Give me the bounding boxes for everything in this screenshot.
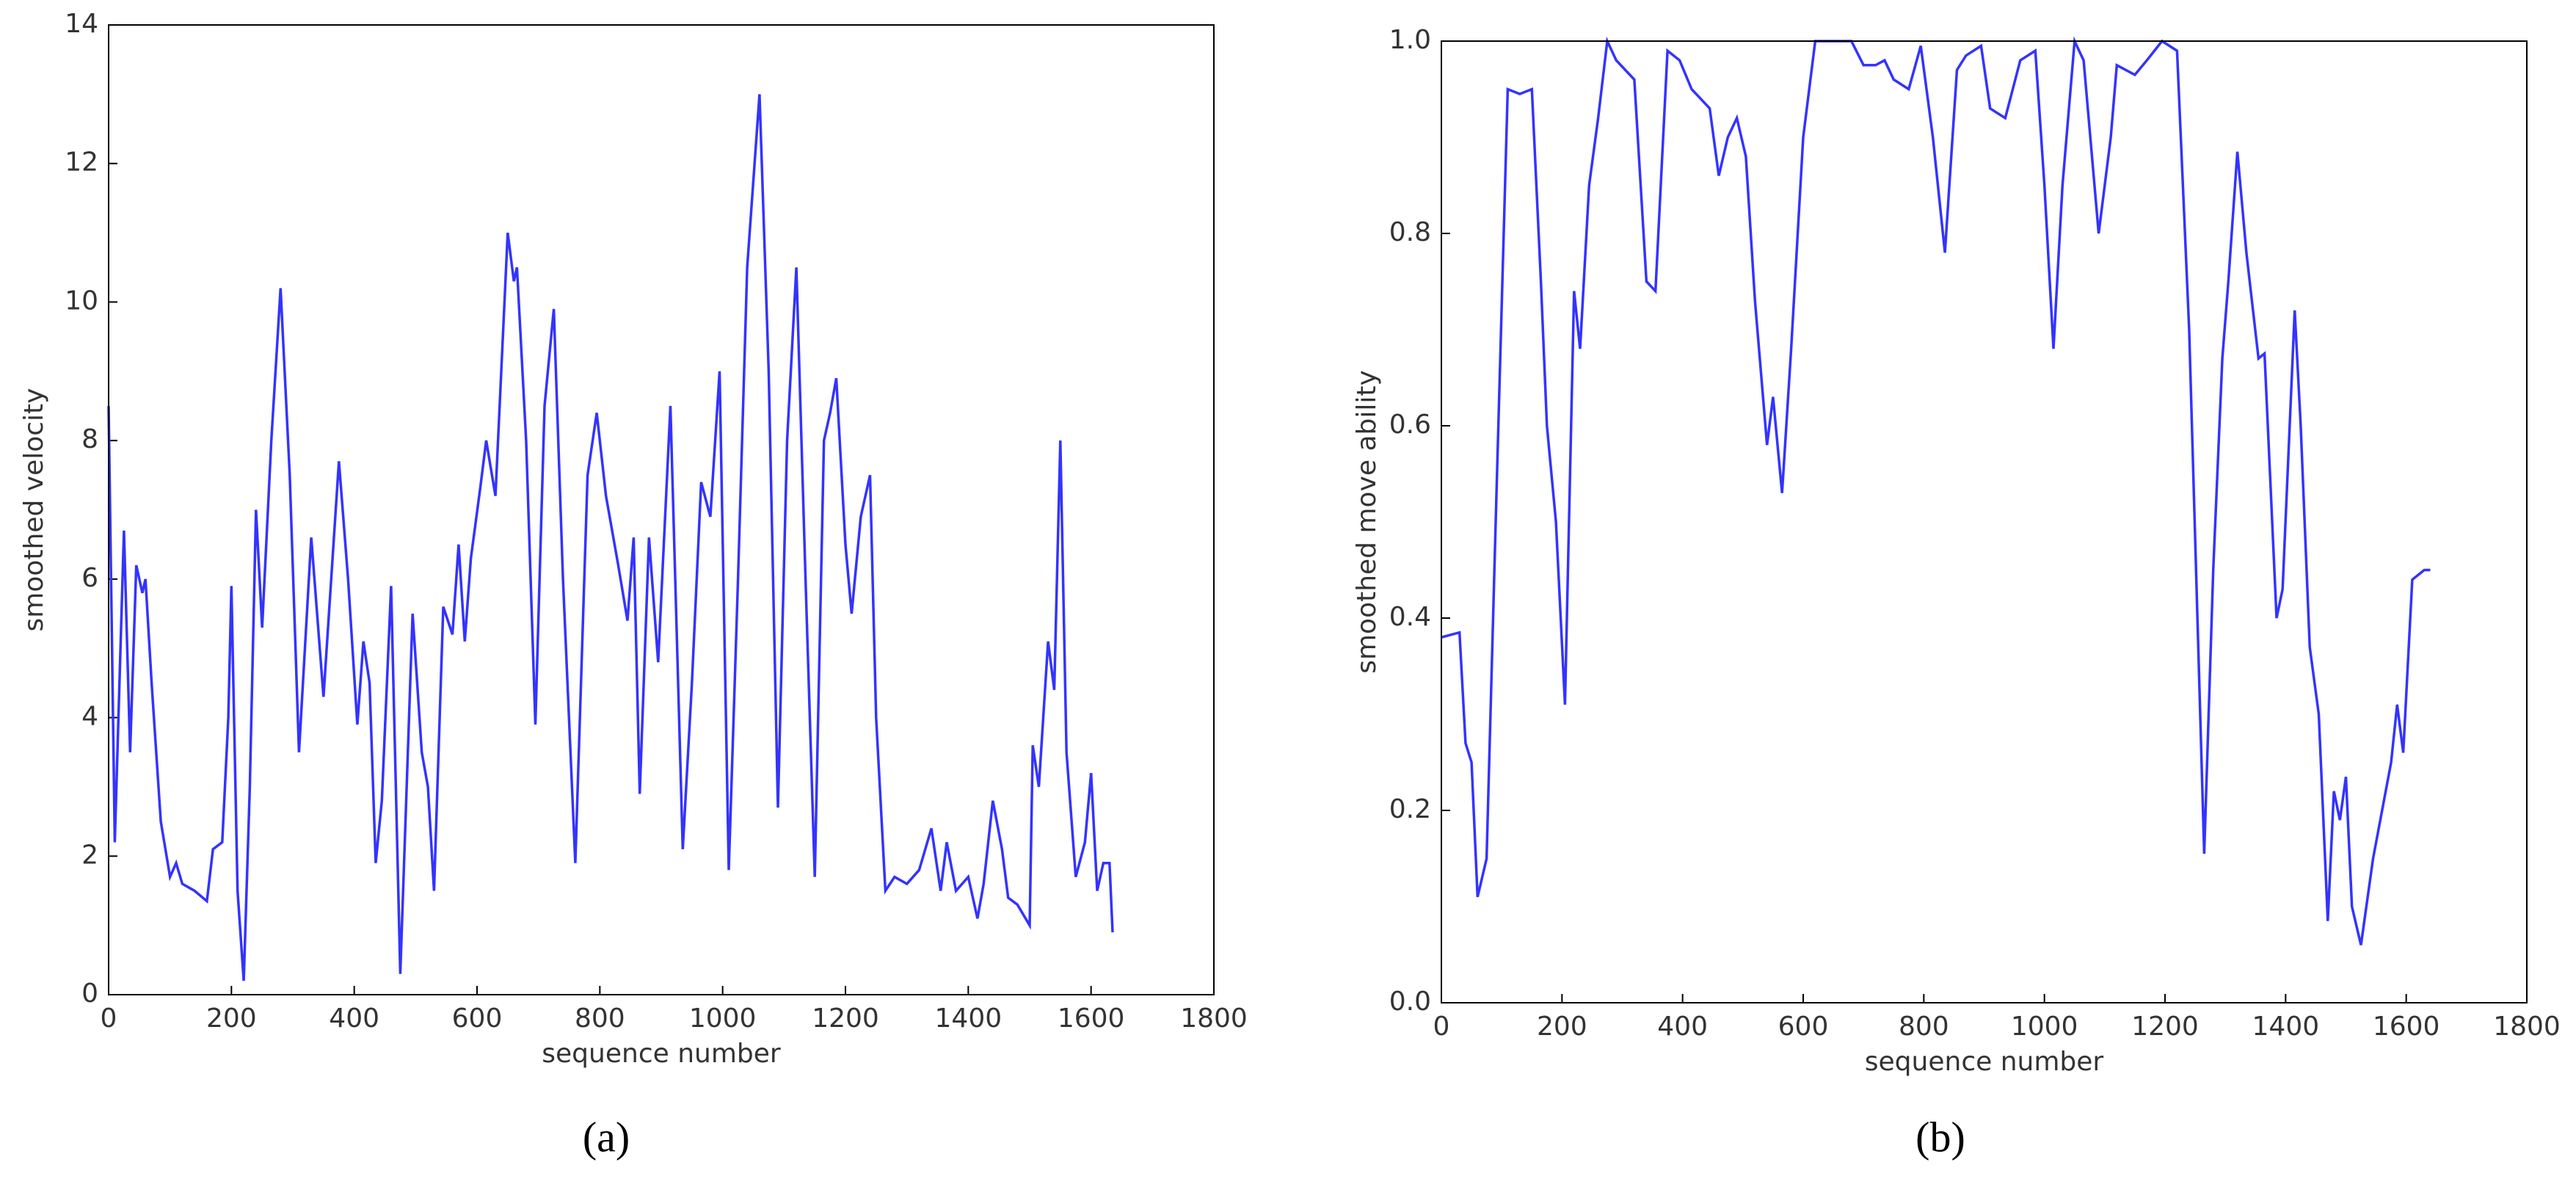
line-series [1441,36,2431,945]
x-tick-label: 600 [1778,1012,1829,1042]
x-tick-label: 1800 [2493,1012,2561,1042]
y-tick-label: 2 [81,840,98,870]
x-tick-label: 800 [1899,1012,1949,1042]
y-tick-label: 0.8 [1389,217,1431,247]
x-tick-label: 1000 [689,1003,757,1034]
x-tick-label: 600 [452,1003,503,1034]
y-tick-label: 0.2 [1389,794,1431,824]
x-tick-label: 400 [329,1003,379,1034]
y-tick-label: 8 [81,424,98,454]
x-tick-label: 400 [1657,1012,1708,1042]
caption: (b) [1915,1113,1965,1161]
x-tick-label: 0 [101,1003,117,1034]
y-tick-label: 12 [65,148,98,178]
x-tick-label: 800 [575,1003,625,1034]
line-series [107,94,1114,981]
x-axis-label: sequence number [1865,1047,2104,1077]
x-tick-label: 200 [1537,1012,1587,1042]
caption: (a) [583,1113,630,1161]
y-axis-label: smoothed move ability [1352,370,1382,674]
y-tick-label: 14 [65,9,98,39]
x-tick-label: 1800 [1180,1003,1248,1034]
y-tick-label: 4 [81,702,98,732]
x-tick-label: 1200 [812,1003,879,1034]
y-tick-label: 0.0 [1389,987,1431,1017]
x-tick-label: 1600 [1058,1003,1125,1034]
y-tick-label: 6 [81,563,98,593]
x-axis-label: sequence number [542,1039,781,1069]
plot-frame [1441,40,2528,1003]
x-tick-label: 200 [206,1003,257,1034]
x-tick-label: 1400 [2252,1012,2320,1042]
y-tick-label: 0 [81,979,98,1009]
y-tick-label: 0.6 [1389,410,1431,440]
y-tick-label: 1.0 [1389,25,1431,55]
y-axis-label: smoothed velocity [19,388,49,632]
x-tick-label: 1600 [2373,1012,2440,1042]
y-tick-label: 0.4 [1389,602,1431,632]
x-tick-label: 1200 [2131,1012,2199,1042]
x-tick-label: 1400 [935,1003,1003,1034]
plot-frame [108,24,1215,995]
x-tick-label: 1000 [2011,1012,2078,1042]
x-tick-label: 0 [1433,1012,1450,1042]
y-tick-label: 10 [65,286,98,316]
